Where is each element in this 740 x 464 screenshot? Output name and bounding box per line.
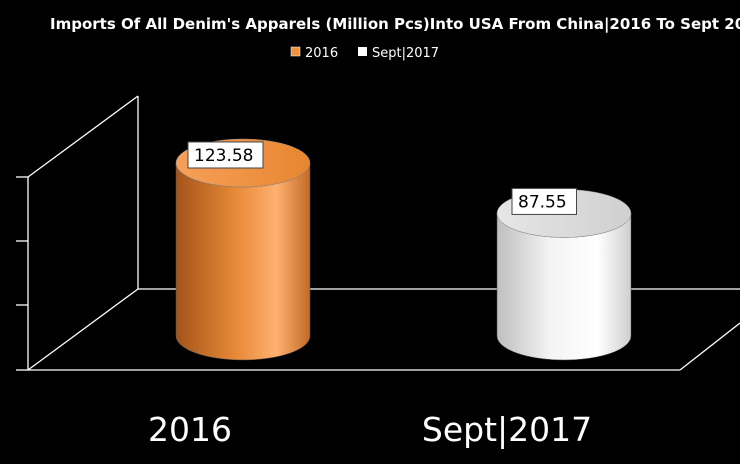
floor-right-edge [679, 322, 740, 371]
legend-label-sept-2017: Sept|2017 [372, 46, 439, 61]
category-label-2016: 2016 [148, 410, 232, 449]
data-label-box [511, 187, 577, 215]
bars: 123.58 87.55 [175, 138, 632, 361]
data-label: 87.55 [518, 192, 567, 212]
y-axis-ticks [16, 176, 28, 371]
legend-swatch-2016 [290, 46, 301, 57]
bar-2016: 123.58 [175, 138, 311, 361]
bar-body [175, 162, 311, 361]
legend-swatch-sept-2017 [358, 47, 367, 56]
plot-frame [27, 95, 740, 371]
legend-label-2016: 2016 [305, 46, 338, 61]
chart-title: Imports Of All Denim's Apparels (Million… [50, 15, 740, 34]
floor-left-edge [27, 288, 139, 371]
data-label-box [187, 141, 264, 169]
bar-sept-2017: 87.55 [496, 187, 632, 361]
back-wall-top-edge [27, 95, 139, 178]
legend: 2016 Sept|2017 [290, 46, 439, 61]
category-label-sept-2017: Sept|2017 [422, 410, 592, 449]
data-label: 123.58 [194, 146, 253, 166]
